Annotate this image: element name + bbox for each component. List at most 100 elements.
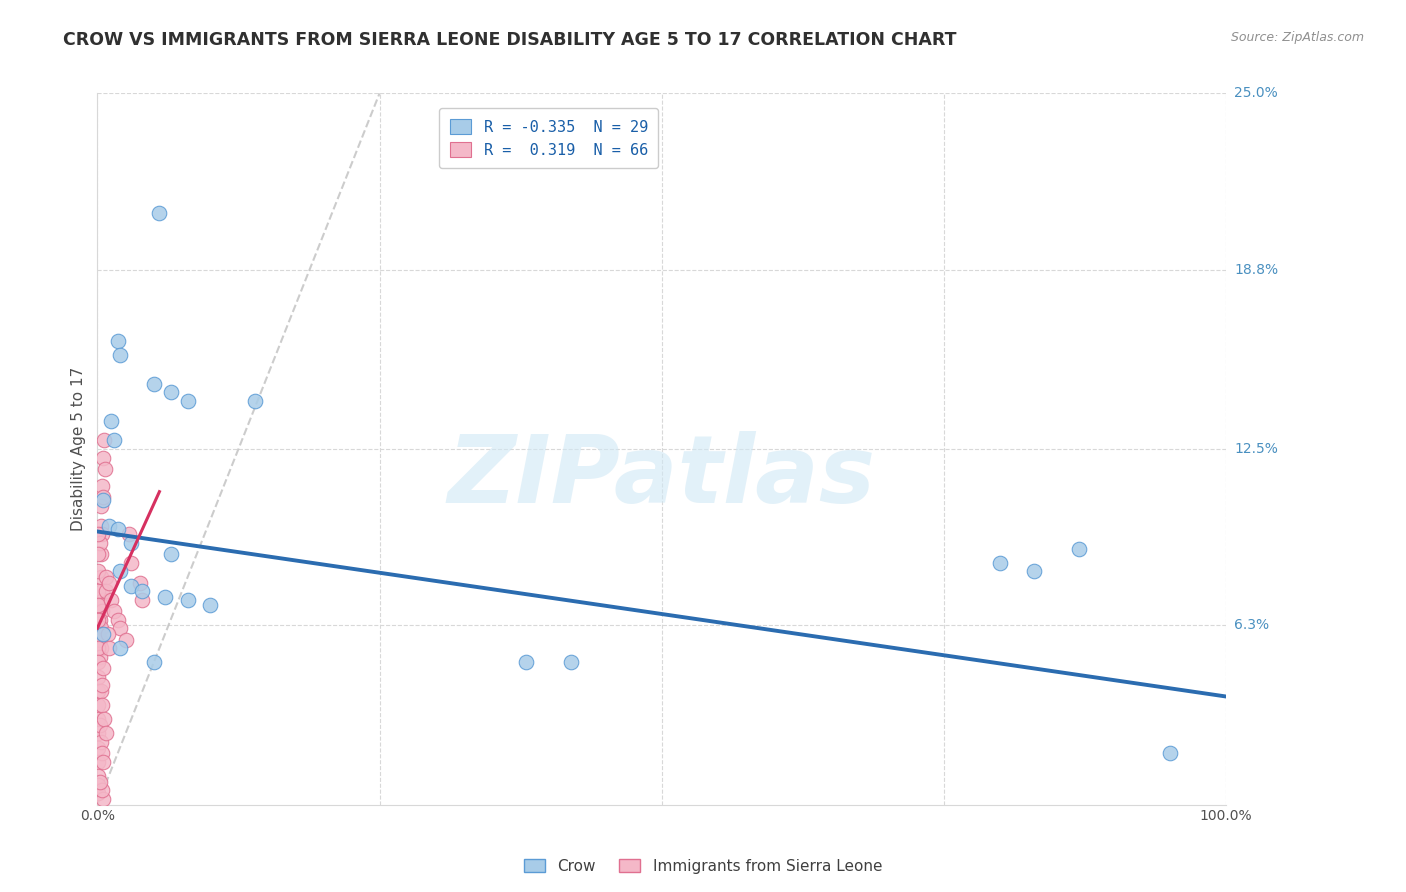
Point — [96, 726, 118, 740]
Y-axis label: Disability Age 5 to 17: Disability Age 5 to 17 — [72, 367, 86, 531]
Point — [90, 599, 112, 613]
Point — [87, 564, 110, 578]
Point — [89, 632, 111, 647]
Point — [120, 556, 142, 570]
Point — [87, 627, 110, 641]
Point — [118, 527, 141, 541]
Point — [100, 413, 122, 427]
Point — [90, 735, 112, 749]
Point — [87, 698, 110, 712]
Point — [87, 547, 110, 561]
Point — [107, 522, 129, 536]
Point — [159, 547, 181, 561]
Point — [97, 641, 120, 656]
Point — [87, 712, 110, 726]
Text: 6.3%: 6.3% — [1234, 618, 1270, 632]
Point — [87, 599, 110, 613]
Point — [90, 783, 112, 797]
Point — [120, 536, 142, 550]
Point — [515, 656, 537, 670]
Point — [90, 698, 112, 712]
Point — [200, 599, 222, 613]
Point — [90, 641, 112, 656]
Legend: Crow, Immigrants from Sierra Leone: Crow, Immigrants from Sierra Leone — [517, 853, 889, 880]
Text: 18.8%: 18.8% — [1234, 263, 1278, 277]
Point — [97, 518, 120, 533]
Point — [90, 570, 112, 584]
Point — [108, 348, 131, 362]
Point — [988, 556, 1011, 570]
Text: Source: ZipAtlas.com: Source: ZipAtlas.com — [1230, 31, 1364, 45]
Point — [107, 334, 129, 348]
Point — [87, 740, 110, 755]
Point — [91, 493, 114, 508]
Point — [89, 718, 111, 732]
Point — [87, 527, 110, 541]
Point — [96, 570, 118, 584]
Point — [89, 536, 111, 550]
Point — [96, 627, 118, 641]
Point — [560, 656, 582, 670]
Point — [89, 775, 111, 789]
Point — [108, 641, 131, 656]
Point — [96, 584, 118, 599]
Point — [87, 670, 110, 684]
Point — [159, 385, 181, 400]
Point — [91, 755, 114, 769]
Point — [103, 434, 125, 448]
Point — [103, 604, 125, 618]
Point — [87, 726, 110, 740]
Point — [87, 641, 110, 656]
Point — [91, 450, 114, 465]
Point — [89, 613, 111, 627]
Point — [100, 592, 122, 607]
Point — [120, 578, 142, 592]
Point — [91, 792, 114, 806]
Point — [90, 479, 112, 493]
Point — [91, 627, 114, 641]
Point — [114, 632, 136, 647]
Point — [90, 584, 112, 599]
Point — [87, 769, 110, 783]
Point — [90, 518, 112, 533]
Point — [87, 584, 110, 599]
Point — [90, 604, 112, 618]
Text: 12.5%: 12.5% — [1234, 442, 1278, 456]
Legend: R = -0.335  N = 29, R =  0.319  N = 66: R = -0.335 N = 29, R = 0.319 N = 66 — [439, 108, 658, 169]
Point — [93, 434, 115, 448]
Point — [89, 649, 111, 664]
Point — [176, 393, 198, 408]
Point — [87, 755, 110, 769]
Point — [142, 656, 165, 670]
Point — [90, 527, 112, 541]
Point — [153, 590, 176, 604]
Text: ZIPatlas: ZIPatlas — [447, 432, 876, 524]
Point — [91, 592, 114, 607]
Point — [108, 621, 131, 635]
Point — [87, 778, 110, 792]
Point — [131, 592, 153, 607]
Text: 25.0%: 25.0% — [1234, 87, 1278, 101]
Point — [245, 393, 267, 408]
Point — [90, 683, 112, 698]
Point — [97, 575, 120, 590]
Point — [91, 491, 114, 505]
Point — [90, 547, 112, 561]
Point — [87, 656, 110, 670]
Point — [1159, 747, 1181, 761]
Text: CROW VS IMMIGRANTS FROM SIERRA LEONE DISABILITY AGE 5 TO 17 CORRELATION CHART: CROW VS IMMIGRANTS FROM SIERRA LEONE DIS… — [63, 31, 956, 49]
Point — [93, 712, 115, 726]
Point — [107, 613, 129, 627]
Point — [94, 462, 117, 476]
Point — [148, 206, 170, 220]
Point — [90, 747, 112, 761]
Point — [108, 564, 131, 578]
Point — [176, 592, 198, 607]
Point — [1069, 541, 1091, 556]
Point — [142, 376, 165, 391]
Point — [1024, 564, 1046, 578]
Point — [87, 683, 110, 698]
Point — [87, 786, 110, 800]
Point — [91, 661, 114, 675]
Point — [131, 584, 153, 599]
